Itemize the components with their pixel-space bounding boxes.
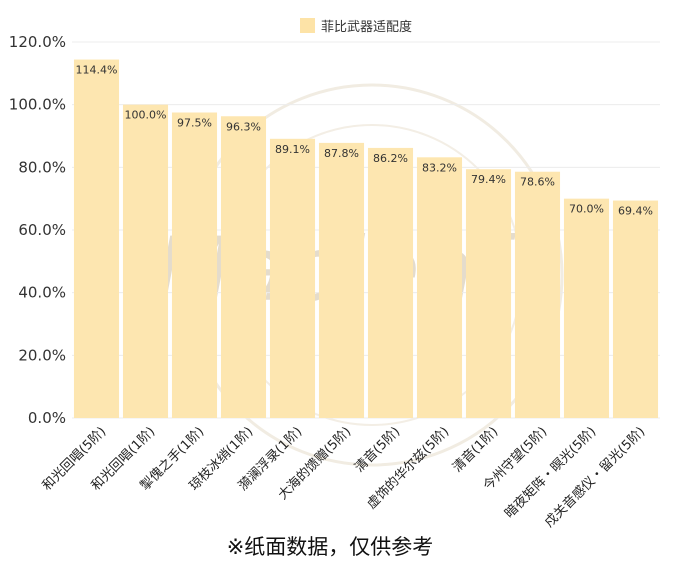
data-label: 97.5% — [177, 117, 212, 130]
bar — [220, 116, 267, 418]
bar — [416, 157, 463, 418]
legend: 菲比武器适配度 — [300, 18, 412, 35]
data-label: 96.3% — [226, 120, 261, 133]
bar — [171, 112, 218, 418]
data-label: 70.0% — [569, 203, 604, 216]
y-tick-label: 40.0% — [18, 284, 66, 302]
bar — [514, 171, 561, 418]
data-label: 87.8% — [324, 147, 359, 160]
data-label: 89.1% — [275, 143, 310, 156]
x-axis-labels: 和光回唱(5阶)和光回唱(1阶)掣傀之手(1阶)琼枝冰绡(1阶)漪澜浮录(1阶)… — [40, 424, 649, 531]
y-tick-label: 100.0% — [9, 96, 66, 114]
y-axis-ticks: 0.0% 20.0% 40.0% 60.0% 80.0% 100.0% 120.0% — [9, 33, 66, 427]
bar — [122, 104, 169, 419]
x-category-label: 清音(1阶) — [449, 424, 501, 476]
data-label: 79.4% — [471, 173, 506, 186]
x-category-label: 清音(5阶) — [351, 424, 403, 476]
y-tick-label: 0.0% — [28, 409, 66, 427]
bar — [563, 198, 610, 418]
bar — [318, 142, 365, 419]
y-tick-label: 120.0% — [9, 33, 66, 51]
x-category-label: 虚饰的华尔兹(5阶) — [364, 424, 453, 513]
data-label: 86.2% — [373, 152, 408, 165]
bar — [269, 138, 316, 418]
data-label: 83.2% — [422, 161, 457, 174]
bar — [612, 200, 659, 418]
legend-swatch — [300, 18, 315, 33]
data-label: 100.0% — [125, 109, 167, 122]
y-tick-label: 60.0% — [18, 221, 66, 239]
data-label: 78.6% — [520, 176, 555, 189]
x-category-label: 戍关音感仪・留光(5阶) — [541, 424, 648, 531]
bars: 114.4% 100.0% 97.5% 96.3% 89.1% 87.8% 86.2% 83.… — [73, 59, 659, 419]
footnote: ※纸面数据，仅供参考 — [227, 535, 434, 559]
y-tick-label: 20.0% — [18, 346, 66, 364]
bar — [465, 169, 512, 418]
data-label: 114.4% — [76, 64, 118, 77]
bar — [367, 147, 414, 418]
y-tick-label: 80.0% — [18, 158, 66, 176]
gridlines — [72, 41, 660, 419]
legend-label: 菲比武器适配度 — [321, 19, 412, 35]
x-category-label: 暗夜矩阵・暝光(5阶) — [502, 424, 599, 521]
data-label: 69.4% — [618, 205, 653, 218]
bar — [73, 59, 120, 419]
